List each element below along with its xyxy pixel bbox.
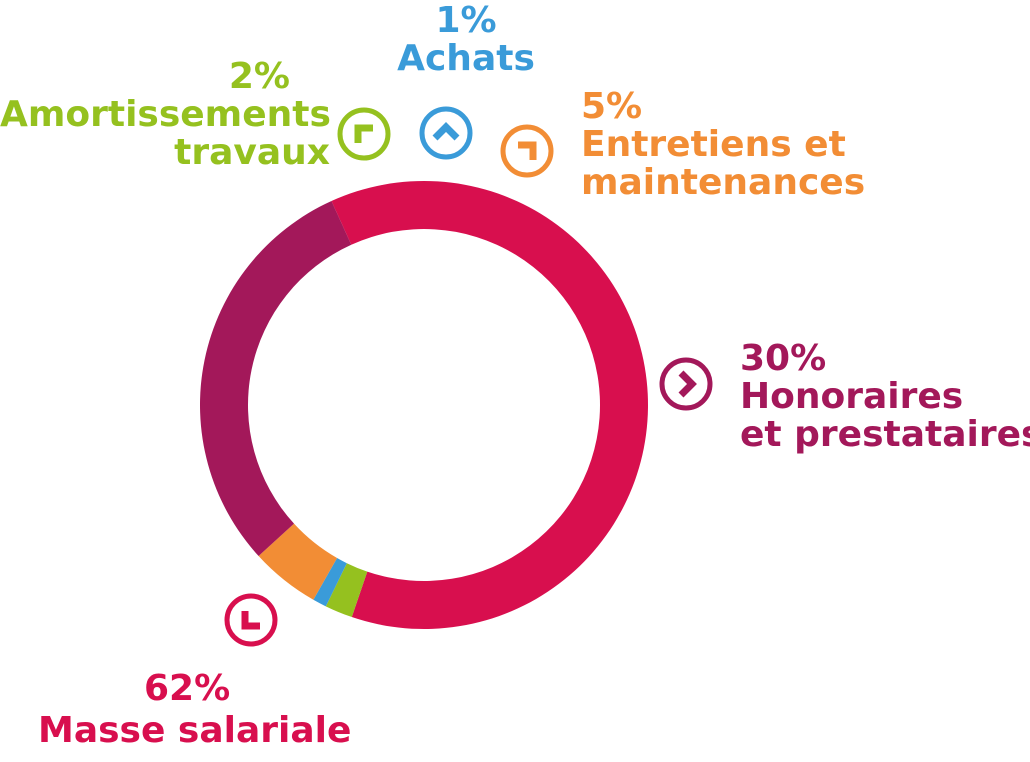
label-amortissements: 2% Amortissements travaux xyxy=(0,56,331,173)
chevron-up-icon xyxy=(419,106,473,160)
pct-masse-salariale: 62% xyxy=(144,668,231,709)
name-entretiens-line1: Entretiens et xyxy=(581,124,846,165)
pct-honoraires: 30% xyxy=(740,338,827,379)
label-masse-salariale: 62% Masse salariale xyxy=(38,668,351,752)
pct-achats: 1% xyxy=(435,0,497,41)
name-honoraires-line2: et prestataires xyxy=(740,414,1030,455)
chevron-right-icon xyxy=(659,357,713,411)
chevron-down-left-icon xyxy=(224,593,278,647)
name-entretiens-line2: maintenances xyxy=(581,162,866,203)
donut-slice-3 xyxy=(258,523,338,600)
pct-amortissements: 2% xyxy=(228,56,290,97)
pct-entretiens: 5% xyxy=(581,86,643,127)
donut-slice-2 xyxy=(313,558,347,607)
donut-slice-0 xyxy=(331,181,648,629)
name-honoraires-line1: Honoraires xyxy=(740,376,964,417)
label-honoraires: 30% Honoraires et prestataires xyxy=(740,340,1030,454)
label-achats: 1% Achats xyxy=(386,2,546,78)
chevron-up-left-icon xyxy=(337,107,391,161)
name-masse-salariale: Masse salariale xyxy=(38,710,352,751)
donut-slice-1 xyxy=(325,563,368,618)
name-amortissements-line2: travaux xyxy=(174,132,330,173)
name-achats: Achats xyxy=(397,38,535,79)
donut-slice-4 xyxy=(199,201,352,557)
chevron-up-right-icon xyxy=(500,124,554,178)
label-entretiens: 5% Entretiens et maintenances xyxy=(581,88,865,202)
name-amortissements-line1: Amortissements xyxy=(0,94,331,135)
